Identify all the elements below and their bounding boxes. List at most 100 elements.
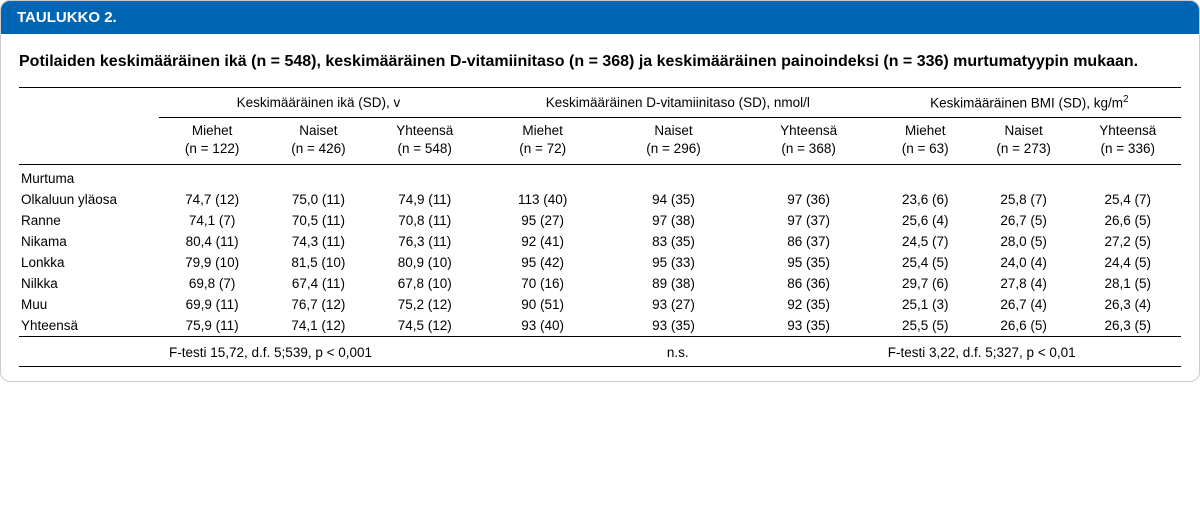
ftest-vitd: n.s. xyxy=(478,337,878,367)
cell-value: 26,7 (4) xyxy=(973,294,1075,315)
table-row: Yhteensä75,9 (11)74,1 (12)74,5 (12)93 (4… xyxy=(19,315,1181,337)
cell-value: 76,3 (11) xyxy=(372,231,478,252)
table-row: Lonkka79,9 (10)81,5 (10)80,9 (10)95 (42)… xyxy=(19,252,1181,273)
cell-value: 74,5 (12) xyxy=(372,315,478,337)
cell-value: 70,5 (11) xyxy=(265,210,371,231)
cell-value: 93 (35) xyxy=(740,315,878,337)
col-group-age: Keskimääräinen ikä (SD), v xyxy=(159,88,478,117)
col-vitd-m: Miehet (n = 72) xyxy=(478,117,608,164)
ftest-bmi: F-testi 3,22, d.f. 5;327, p < 0,01 xyxy=(878,337,1181,367)
cell-value: 80,9 (10) xyxy=(372,252,478,273)
ftest-age: F-testi 15,72, d.f. 5;539, p < 0,001 xyxy=(159,337,478,367)
cell-value: 76,7 (12) xyxy=(265,294,371,315)
cell-value: 25,4 (7) xyxy=(1075,189,1181,210)
cell-value: 97 (36) xyxy=(740,189,878,210)
col-age-f: Naiset (n = 426) xyxy=(265,117,371,164)
cell-value: 74,3 (11) xyxy=(265,231,371,252)
cell-value: 26,3 (4) xyxy=(1075,294,1181,315)
table-row: Muu69,9 (11)76,7 (12)75,2 (12)90 (51)93 … xyxy=(19,294,1181,315)
col-age-m: Miehet (n = 122) xyxy=(159,117,265,164)
cell-value: 75,2 (12) xyxy=(372,294,478,315)
col-bmi-m: Miehet (n = 63) xyxy=(878,117,973,164)
cell-value: 24,4 (5) xyxy=(1075,252,1181,273)
table-header-bar: TAULUKKO 2. xyxy=(1,1,1199,34)
cell-value: 69,8 (7) xyxy=(159,273,265,294)
section-label: Murtuma xyxy=(19,165,1181,190)
cell-value: 28,1 (5) xyxy=(1075,273,1181,294)
cell-value: 86 (37) xyxy=(740,231,878,252)
cell-value: 79,9 (10) xyxy=(159,252,265,273)
cell-value: 26,7 (5) xyxy=(973,210,1075,231)
cell-value: 95 (35) xyxy=(740,252,878,273)
cell-value: 23,6 (6) xyxy=(878,189,973,210)
col-bmi-f: Naiset (n = 273) xyxy=(973,117,1075,164)
row-label: Nikama xyxy=(19,231,159,252)
col-bmi-t: Yhteensä (n = 336) xyxy=(1075,117,1181,164)
row-label: Muu xyxy=(19,294,159,315)
bmi-title-sup: 2 xyxy=(1123,94,1129,105)
cell-value: 75,9 (11) xyxy=(159,315,265,337)
cell-value: 25,6 (4) xyxy=(878,210,973,231)
cell-value: 29,7 (6) xyxy=(878,273,973,294)
col-vitd-f: Naiset (n = 296) xyxy=(607,117,739,164)
cell-value: 27,2 (5) xyxy=(1075,231,1181,252)
cell-value: 27,8 (4) xyxy=(973,273,1075,294)
table-container: TAULUKKO 2. Potilaiden keskimääräinen ik… xyxy=(0,0,1200,382)
data-table: Keskimääräinen ikä (SD), v Keskimääräine… xyxy=(19,87,1181,367)
cell-value: 25,8 (7) xyxy=(973,189,1075,210)
col-vitd-t: Yhteensä (n = 368) xyxy=(740,117,878,164)
row-label: Olkaluun yläosa xyxy=(19,189,159,210)
table-row: Nikama80,4 (11)74,3 (11)76,3 (11)92 (41)… xyxy=(19,231,1181,252)
cell-value: 24,5 (7) xyxy=(878,231,973,252)
cell-value: 113 (40) xyxy=(478,189,608,210)
cell-value: 92 (35) xyxy=(740,294,878,315)
cell-value: 80,4 (11) xyxy=(159,231,265,252)
cell-value: 92 (41) xyxy=(478,231,608,252)
cell-value: 95 (33) xyxy=(607,252,739,273)
cell-value: 69,9 (11) xyxy=(159,294,265,315)
ftest-row: F-testi 15,72, d.f. 5;539, p < 0,001 n.s… xyxy=(19,337,1181,367)
row-label: Yhteensä xyxy=(19,315,159,337)
cell-value: 93 (40) xyxy=(478,315,608,337)
table-row: Nilkka69,8 (7)67,4 (11)67,8 (10)70 (16)8… xyxy=(19,273,1181,294)
cell-value: 93 (35) xyxy=(607,315,739,337)
row-label: Ranne xyxy=(19,210,159,231)
col-group-vitd: Keskimääräinen D-vitamiinitaso (SD), nmo… xyxy=(478,88,878,117)
cell-value: 70 (16) xyxy=(478,273,608,294)
cell-value: 67,8 (10) xyxy=(372,273,478,294)
cell-value: 74,7 (12) xyxy=(159,189,265,210)
section-label-row: Murtuma xyxy=(19,165,1181,190)
cell-value: 81,5 (10) xyxy=(265,252,371,273)
cell-value: 97 (38) xyxy=(607,210,739,231)
cell-value: 95 (42) xyxy=(478,252,608,273)
cell-value: 75,0 (11) xyxy=(265,189,371,210)
table-number: TAULUKKO 2. xyxy=(17,9,117,26)
table-content: Potilaiden keskimääräinen ikä (n = 548),… xyxy=(1,34,1199,381)
cell-value: 74,1 (12) xyxy=(265,315,371,337)
cell-value: 26,6 (5) xyxy=(1075,210,1181,231)
cell-value: 28,0 (5) xyxy=(973,231,1075,252)
cell-value: 94 (35) xyxy=(607,189,739,210)
cell-value: 70,8 (11) xyxy=(372,210,478,231)
group-header-row: Keskimääräinen ikä (SD), v Keskimääräine… xyxy=(19,88,1181,117)
cell-value: 25,1 (3) xyxy=(878,294,973,315)
cell-value: 97 (37) xyxy=(740,210,878,231)
cell-value: 86 (36) xyxy=(740,273,878,294)
col-age-t: Yhteensä (n = 548) xyxy=(372,117,478,164)
sub-header-row: Miehet (n = 122) Naiset (n = 426) Yhteen… xyxy=(19,117,1181,164)
col-group-bmi: Keskimääräinen BMI (SD), kg/m2 xyxy=(878,88,1181,117)
row-label: Lonkka xyxy=(19,252,159,273)
table-caption: Potilaiden keskimääräinen ikä (n = 548),… xyxy=(19,50,1181,73)
bmi-title-prefix: Keskimääräinen BMI (SD), kg/m xyxy=(930,96,1123,111)
cell-value: 26,6 (5) xyxy=(973,315,1075,337)
cell-value: 93 (27) xyxy=(607,294,739,315)
cell-value: 25,5 (5) xyxy=(878,315,973,337)
cell-value: 25,4 (5) xyxy=(878,252,973,273)
cell-value: 95 (27) xyxy=(478,210,608,231)
cell-value: 74,9 (11) xyxy=(372,189,478,210)
cell-value: 26,3 (5) xyxy=(1075,315,1181,337)
cell-value: 67,4 (11) xyxy=(265,273,371,294)
cell-value: 74,1 (7) xyxy=(159,210,265,231)
cell-value: 89 (38) xyxy=(607,273,739,294)
table-row: Olkaluun yläosa74,7 (12)75,0 (11)74,9 (1… xyxy=(19,189,1181,210)
